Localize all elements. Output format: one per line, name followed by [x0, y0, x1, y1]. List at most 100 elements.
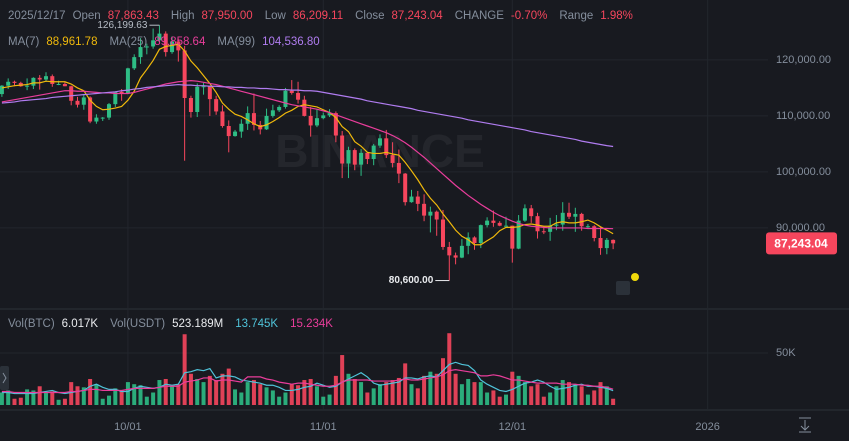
candle-body	[472, 237, 477, 244]
legend-value: 6.017K	[61, 318, 99, 330]
candle-body	[94, 117, 99, 122]
price-tag-label: 87,243.04	[774, 237, 828, 251]
event-icon[interactable]	[616, 281, 630, 295]
watermark: BINANCE	[275, 125, 485, 177]
ma-legend: MA(7) 88,961.78 MA(25) 89,858.64 MA(99) 104,5…	[8, 36, 325, 48]
y-tick-label: 50K	[776, 347, 796, 359]
volume-bar	[592, 390, 597, 405]
candle-body	[302, 99, 307, 116]
candle-body	[522, 208, 527, 221]
volume-bar	[554, 386, 559, 405]
volume-bar	[239, 392, 244, 405]
field-name: Open	[72, 10, 101, 22]
volume-bar	[25, 389, 30, 405]
volume-bar	[6, 390, 11, 405]
volume-bar	[529, 386, 534, 405]
candle-body	[447, 246, 452, 256]
candle-body	[440, 219, 445, 247]
volume-bar	[132, 384, 137, 405]
candle-body	[44, 76, 49, 80]
volume-bar	[598, 382, 603, 405]
field-name: Range	[559, 10, 594, 22]
y-tick-label: 100,000.00	[776, 166, 831, 178]
candle-body	[604, 239, 609, 249]
candle-body	[359, 152, 364, 165]
volume-bar	[535, 384, 540, 405]
volume-bar	[560, 380, 565, 405]
candle-body	[251, 113, 256, 125]
candle-body	[151, 40, 156, 47]
volume-bar	[497, 396, 502, 405]
candle-body	[125, 68, 130, 94]
candle-body	[478, 225, 483, 244]
candle-body	[491, 220, 496, 223]
legend-name: MA(99)	[217, 36, 256, 48]
y-tick-label: 120,000.00	[776, 54, 831, 66]
field-value: 1.98%	[600, 10, 633, 22]
candle-body	[157, 33, 162, 41]
candle-body	[107, 104, 112, 118]
volume-bar	[251, 380, 256, 405]
volume-bar	[472, 382, 477, 405]
volume-bar	[138, 385, 143, 405]
candle-body	[403, 173, 408, 203]
candle-body	[434, 211, 439, 220]
volume-bar	[56, 399, 61, 405]
volume-bar	[226, 368, 231, 405]
candle-body	[138, 47, 143, 58]
volume-bar	[302, 380, 307, 405]
volume-bar	[611, 398, 616, 405]
ma-line	[1, 83, 614, 148]
candle-body	[195, 86, 200, 112]
volume-bar	[163, 378, 168, 405]
volume-bar	[440, 358, 445, 405]
legend-value: 523.189M	[172, 318, 224, 330]
field-value: 87,243.04	[391, 10, 443, 22]
date: 2025/12/17	[8, 10, 66, 22]
volume-bar	[12, 398, 17, 405]
volume-bar	[478, 382, 483, 405]
volume-ma-line	[1, 369, 614, 394]
legend-name: MA(7)	[8, 36, 40, 48]
candle-body	[554, 224, 559, 226]
field-name: CHANGE	[454, 10, 504, 22]
candle-body	[289, 90, 294, 93]
candle-body	[62, 84, 67, 87]
volume-bar	[567, 382, 572, 405]
collapse-tab[interactable]	[0, 366, 9, 390]
volume-bar	[31, 390, 36, 405]
candle-body	[296, 92, 301, 100]
collapse-icon	[2, 372, 7, 384]
volume-bar	[548, 392, 553, 405]
candle-body	[541, 231, 546, 233]
candle-body	[188, 98, 193, 112]
scroll-end-icon[interactable]	[799, 417, 811, 433]
volume-bar	[516, 375, 521, 405]
candle-body	[422, 203, 427, 216]
candle-body	[529, 208, 534, 217]
candle-body	[321, 115, 326, 119]
candle-body	[182, 50, 187, 98]
candle-body	[144, 46, 149, 48]
volume-bar	[308, 378, 313, 405]
candle-body	[12, 81, 17, 83]
volume-bar	[579, 386, 584, 405]
volume-bar	[491, 390, 496, 405]
candle-body	[214, 99, 219, 112]
volume-bar	[62, 398, 67, 405]
candle-body	[560, 212, 565, 225]
volume-bar	[453, 373, 458, 405]
volume-bar	[125, 382, 130, 405]
candle-body	[485, 220, 490, 226]
field-name: High	[170, 10, 195, 22]
volume-bar	[289, 384, 294, 405]
candle-body	[352, 150, 357, 165]
candle-body	[69, 86, 74, 101]
candle-body	[277, 106, 282, 111]
x-tick-label: 11/01	[310, 421, 337, 433]
candle-body	[31, 77, 36, 86]
candle-body	[25, 85, 30, 87]
volume-bar	[119, 390, 124, 405]
legend-value: 88,961.78	[46, 36, 98, 48]
